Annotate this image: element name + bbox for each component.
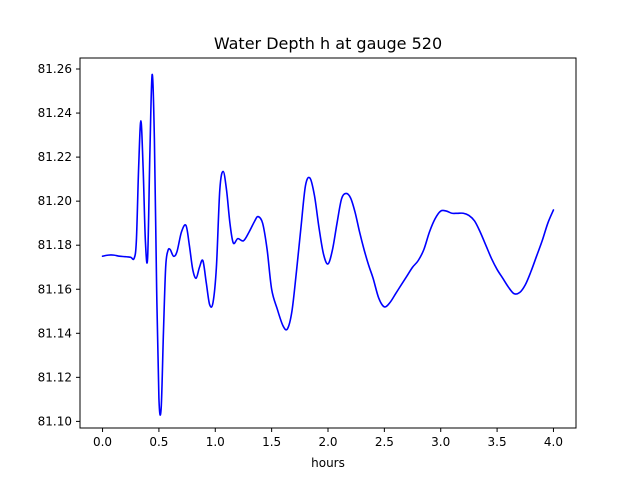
y-tick-label: 81.10 bbox=[38, 414, 72, 428]
y-tick-label: 81.16 bbox=[38, 282, 72, 296]
y-axis-ticks: 81.10 81.12 81.14 81.16 81.18 81.20 81.22 81.24… bbox=[38, 62, 80, 428]
y-tick-label: 81.14 bbox=[38, 326, 72, 340]
y-tick-label: 81.18 bbox=[38, 238, 72, 252]
x-tick-label: 0.0 bbox=[93, 435, 112, 449]
y-tick-label: 81.12 bbox=[38, 370, 72, 384]
x-tick-label: 3.5 bbox=[488, 435, 507, 449]
y-tick-label: 81.26 bbox=[38, 62, 72, 76]
x-tick-label: 1.0 bbox=[206, 435, 225, 449]
chart-title: Water Depth h at gauge 520 bbox=[214, 34, 442, 53]
x-tick-label: 4.0 bbox=[544, 435, 563, 449]
x-tick-label: 2.0 bbox=[318, 435, 337, 449]
x-axis-ticks: 0.0 0.5 1.0 1.5 2.0 2.5 3.0 3.5 4.0 bbox=[93, 428, 563, 449]
series-line bbox=[101, 73, 555, 416]
y-tick-label: 81.24 bbox=[38, 106, 72, 120]
x-tick-label: 2.5 bbox=[375, 435, 394, 449]
x-tick-label: 0.5 bbox=[149, 435, 168, 449]
x-tick-label: 1.5 bbox=[262, 435, 281, 449]
y-tick-label: 81.20 bbox=[38, 194, 72, 208]
x-axis-label: hours bbox=[311, 456, 345, 470]
x-tick-label: 3.0 bbox=[431, 435, 450, 449]
plot-area bbox=[101, 73, 555, 416]
y-tick-label: 81.22 bbox=[38, 150, 72, 164]
